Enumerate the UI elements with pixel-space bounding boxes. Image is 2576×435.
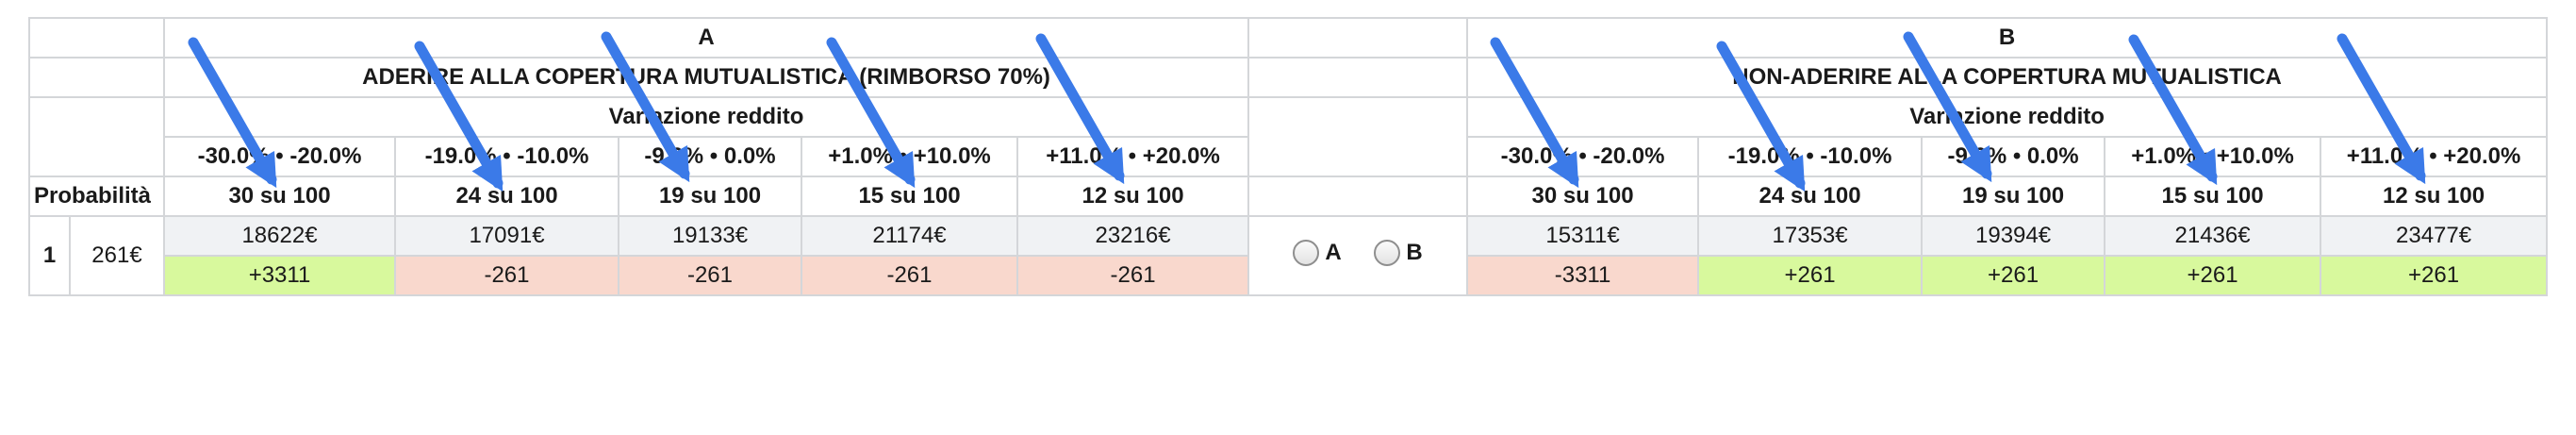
difference-cell: -3311 [1466, 255, 1700, 296]
row-premium: 261€ [69, 215, 165, 296]
header-row-letter: A B [28, 17, 2549, 59]
radio-b[interactable] [1374, 239, 1401, 266]
choice-b[interactable]: B [1374, 239, 1423, 266]
probability-cell: 24 su 100 [1697, 176, 1924, 217]
row-index: 1 [28, 215, 71, 296]
choice-a[interactable]: A [1293, 239, 1342, 266]
value-cell: 17091€ [394, 215, 619, 257]
range-cell: -19.0% • -10.0% [394, 136, 619, 177]
probability-cell: 19 su 100 [1921, 176, 2106, 217]
spacer-cell [1247, 17, 1469, 59]
probability-cell: 30 su 100 [1466, 176, 1700, 217]
range-cell: +1.0% • +10.0% [801, 136, 1018, 177]
value-cell: 19133€ [618, 215, 802, 257]
option-a-subtitle: Variazione reddito [162, 96, 1250, 138]
value-cell: 21436€ [2104, 215, 2322, 257]
difference-cell: -261 [394, 255, 619, 296]
difference-cell: -261 [618, 255, 802, 296]
range-cell: -30.0% • -20.0% [163, 136, 396, 177]
range-cell: -9.0% • 0.0% [618, 136, 802, 177]
spacer-cell [1247, 96, 1469, 177]
header-row-subtitle: Variazione reddito Variazione reddito [28, 96, 2549, 177]
value-cell: 15311€ [1466, 215, 1700, 257]
range-cell: -9.0% • 0.0% [1921, 136, 2106, 177]
range-cell: -19.0% • -10.0% [1697, 136, 1924, 177]
option-b-title: NON-ADERIRE ALLA COPERTURA MUTUALISTICA [1466, 57, 2549, 98]
corner-cell [28, 17, 165, 59]
option-a-letter: A [162, 17, 1250, 59]
probability-cell: 15 su 100 [801, 176, 1018, 217]
probability-cell: 24 su 100 [394, 176, 619, 217]
choice-a-label: A [1325, 239, 1342, 265]
spacer-cell [1247, 176, 1469, 217]
value-cell: 17353€ [1697, 215, 1924, 257]
value-cell: 23216€ [1016, 215, 1250, 257]
value-cell: 21174€ [801, 215, 1018, 257]
difference-cell: +261 [2104, 255, 2322, 296]
difference-cell: -261 [1016, 255, 1250, 296]
option-b-subtitle: Variazione reddito [1466, 96, 2549, 138]
corner-cell [28, 57, 165, 98]
range-cell: +11.0% • +20.0% [2320, 136, 2549, 177]
value-cell: 18622€ [163, 215, 396, 257]
radio-a[interactable] [1293, 239, 1320, 266]
probability-cell: 12 su 100 [1016, 176, 1250, 217]
probability-label: Probabilità [28, 176, 165, 217]
difference-cell: -261 [801, 255, 1018, 296]
choice-cell: A B [1247, 215, 1469, 296]
probability-cell: 30 su 100 [163, 176, 396, 217]
corner-cell [28, 96, 165, 177]
range-cell: +11.0% • +20.0% [1016, 136, 1250, 177]
decision-table: A B ADERIRE ALLA COPERTURA MUTUALISTICA … [28, 17, 2549, 296]
spacer-cell [1247, 57, 1469, 98]
difference-cell: +261 [2320, 255, 2549, 296]
range-cell: -30.0% • -20.0% [1466, 136, 1700, 177]
value-row: 1 261€ 18622€ 17091€ 19133€ 21174€ 23216… [28, 215, 2549, 296]
choice-b-label: B [1406, 239, 1423, 265]
probability-cell: 19 su 100 [618, 176, 802, 217]
difference-cell: +261 [1921, 255, 2106, 296]
probability-cell: 12 su 100 [2320, 176, 2549, 217]
difference-cell: +261 [1697, 255, 1924, 296]
option-b-letter: B [1466, 17, 2549, 59]
probability-cell: 15 su 100 [2104, 176, 2322, 217]
value-cell: 19394€ [1921, 215, 2106, 257]
difference-cell: +3311 [163, 255, 396, 296]
header-row-title: ADERIRE ALLA COPERTURA MUTUALISTICA (RIM… [28, 57, 2549, 98]
range-cell: +1.0% • +10.0% [2104, 136, 2322, 177]
difference-row: +3311 -261 -261 -261 -261 -3311 +261 +26… [29, 255, 2549, 296]
value-cell: 23477€ [2320, 215, 2549, 257]
option-a-title: ADERIRE ALLA COPERTURA MUTUALISTICA (RIM… [162, 57, 1250, 98]
probability-row: Probabilità 30 su 100 24 su 100 19 su 10… [28, 176, 2549, 217]
